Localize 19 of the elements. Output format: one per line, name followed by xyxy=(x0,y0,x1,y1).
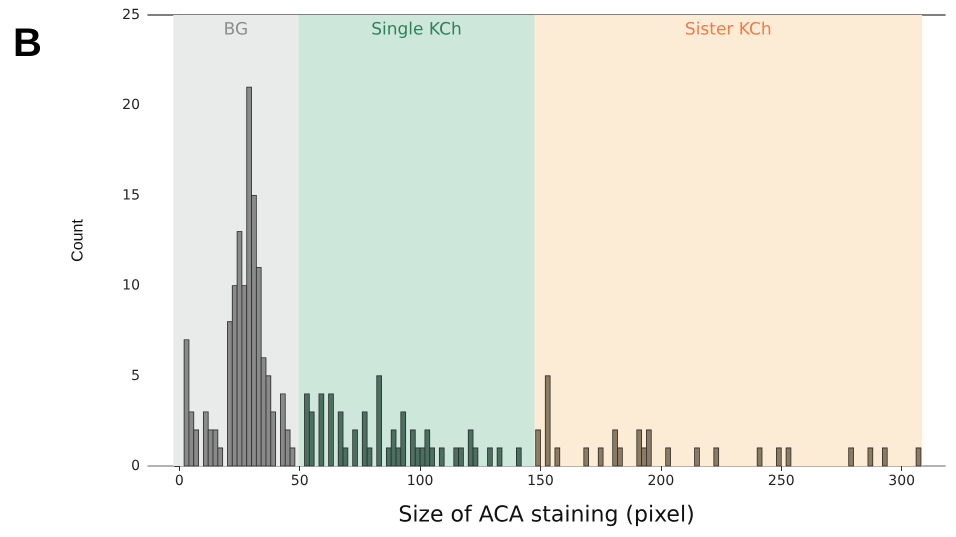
band-label: Single KCh xyxy=(371,20,462,40)
x-tick-label: 0 xyxy=(174,473,184,489)
y-tick-label: 15 xyxy=(122,187,140,204)
x-tick-label: 50 xyxy=(290,473,309,489)
x-tick-label: 250 xyxy=(768,473,795,489)
x-tick-label: 150 xyxy=(527,473,554,489)
x-tick-label: 100 xyxy=(406,473,434,489)
y-axis-title: Count xyxy=(70,218,86,262)
y-tick-label: 5 xyxy=(131,368,140,384)
band-label: BG xyxy=(224,20,248,40)
y-tick-label: 10 xyxy=(122,278,140,294)
x-tick-label: 200 xyxy=(648,473,674,489)
y-tick-label: 25 xyxy=(122,7,140,23)
y-tick-label: 0 xyxy=(131,458,140,474)
text: B xyxy=(13,21,42,65)
band-label: Sister KCh xyxy=(684,20,772,40)
y-tick-label: 20 xyxy=(122,97,140,114)
x-axis-title: Size of ACA staining (pixel) xyxy=(398,502,695,528)
x-tick-label: 300 xyxy=(888,473,916,489)
